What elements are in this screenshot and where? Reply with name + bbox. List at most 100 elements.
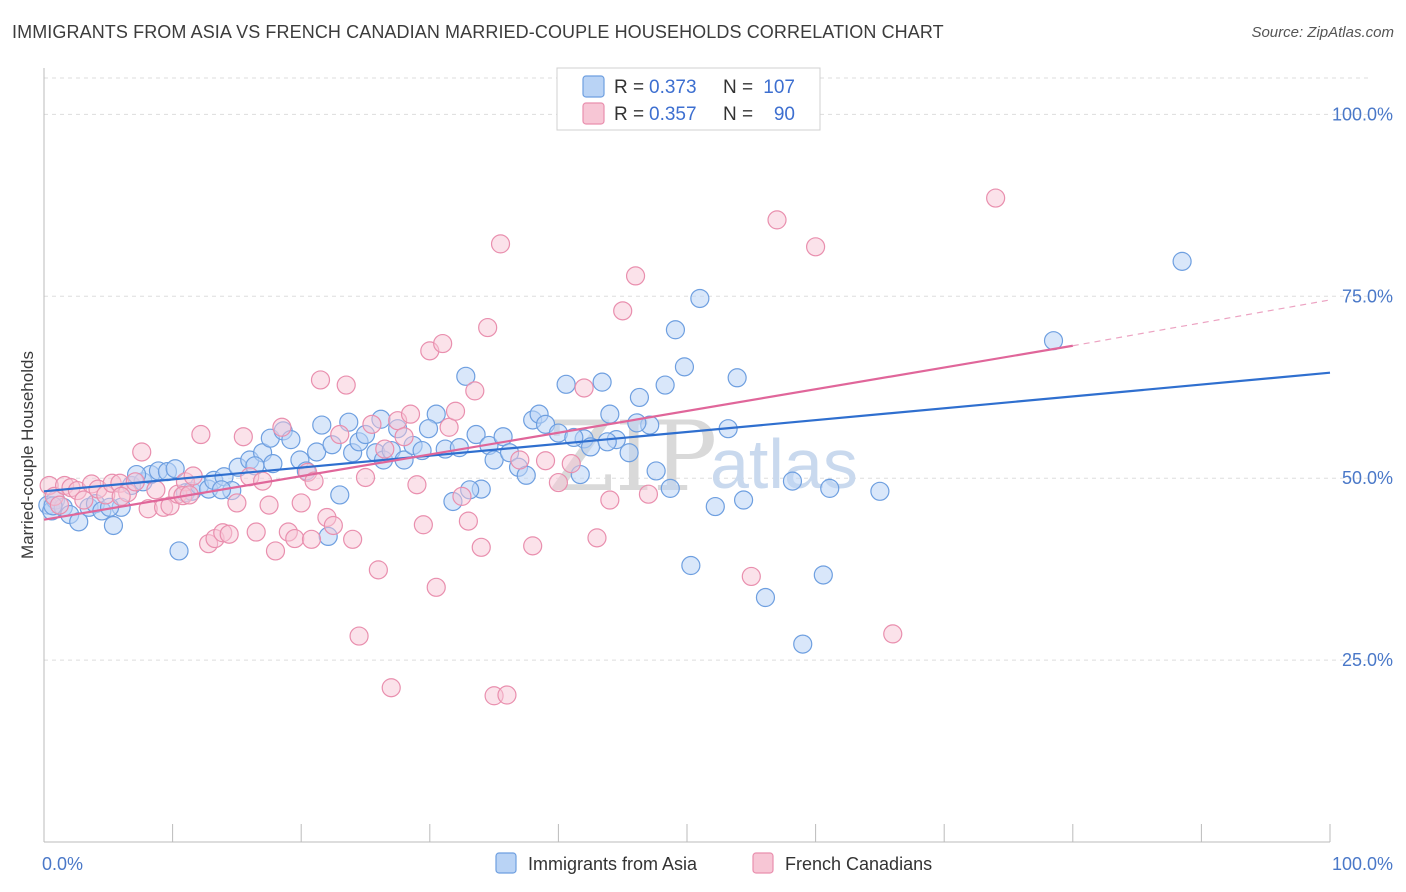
french-point [535, 451, 556, 471]
bottom-legend-swatch-french [752, 852, 774, 874]
french-point [132, 442, 152, 462]
french-point [291, 493, 311, 513]
french-point [613, 301, 633, 321]
french-point [146, 480, 166, 500]
trend-lines [43, 299, 1331, 521]
french-point [355, 467, 376, 488]
legend-n-label-2: N = [723, 104, 753, 125]
french-point [381, 678, 401, 698]
french-point [336, 375, 356, 395]
french-point [259, 495, 279, 515]
french-point [394, 427, 414, 447]
asia-point [782, 471, 803, 491]
asia-point [418, 419, 439, 439]
bottom-legend-label-asia: Immigrants from Asia [528, 854, 698, 874]
asia-point [690, 288, 710, 309]
asia-point [600, 404, 620, 424]
french-point [368, 560, 388, 580]
bottom-legend: Immigrants from Asia French Canadians [495, 852, 932, 874]
french-point [523, 536, 543, 556]
french-point [741, 566, 761, 587]
asia-point [484, 450, 504, 470]
asia-point [755, 587, 776, 608]
french-point [301, 529, 322, 549]
y-tick-label-25: 25.0% [1342, 650, 1393, 670]
french-point [191, 424, 211, 445]
french-point [285, 528, 305, 549]
asia-point [733, 490, 754, 510]
french-point [413, 515, 433, 535]
french-point [638, 484, 659, 504]
legend-r-label-1: R = [614, 77, 644, 98]
x-tick-right: 100.0% [1332, 854, 1393, 874]
french-point [458, 511, 478, 531]
axes [43, 68, 1331, 843]
asia-point [103, 515, 124, 536]
french-point [600, 490, 620, 510]
french-point [330, 424, 350, 445]
french-point [375, 439, 395, 459]
asia-point [330, 485, 350, 505]
y-axis-label: Married-couple Households [18, 351, 37, 559]
french-point [497, 685, 517, 705]
grid-lines [44, 77, 1370, 661]
asia-point [1172, 251, 1192, 271]
french-point [323, 515, 343, 536]
french-point [439, 417, 459, 437]
asia-point [820, 478, 840, 498]
legend-n-value-1: 107 [763, 77, 795, 98]
legend-r-value-1: 0.373 [649, 77, 697, 98]
french-point [426, 577, 446, 597]
legend-n-label-1: N = [723, 77, 753, 98]
asia-point [681, 555, 701, 576]
asia-point [597, 432, 617, 452]
french-point [465, 381, 485, 401]
french-point [74, 490, 94, 510]
french-point [349, 626, 369, 646]
french-point [49, 495, 70, 515]
asia-point [674, 357, 695, 377]
bottom-legend-swatch-asia [495, 852, 517, 874]
asia-point [619, 443, 639, 463]
french-point [407, 475, 427, 495]
asia-point [655, 375, 675, 395]
french-point [343, 529, 363, 549]
asia-point [813, 565, 833, 585]
trend-line-asia [43, 371, 1331, 493]
french-point [452, 486, 472, 506]
y-tick-label-75: 75.0% [1342, 286, 1393, 306]
french-point [883, 624, 903, 644]
asia-point [556, 374, 576, 394]
french-point [304, 471, 324, 491]
french-point [510, 450, 530, 470]
french-point [478, 317, 498, 338]
trend-line-french [43, 344, 1073, 521]
french-point [805, 237, 826, 257]
y-tick-label-100: 100.0% [1332, 104, 1393, 124]
legend-swatch-pink [582, 102, 605, 125]
bottom-legend-label-french: French Canadians [785, 854, 932, 874]
asia-point [870, 481, 890, 501]
french-point [574, 378, 594, 398]
asia-point [592, 372, 612, 392]
french-point [433, 333, 453, 354]
french-point [246, 522, 266, 542]
asia-point [456, 366, 476, 386]
french-point [490, 234, 511, 254]
asia-point [312, 415, 332, 435]
asia-point [165, 459, 185, 479]
y-tick-labels: 25.0% 50.0% 75.0% 100.0% [1332, 104, 1393, 670]
french-point [400, 404, 421, 424]
french-point [471, 537, 491, 557]
legend-swatch-blue [582, 75, 605, 98]
legend-n-value-2: 90 [774, 104, 795, 125]
asia-point [660, 478, 680, 498]
x-tick-left: 0.0% [42, 854, 83, 874]
chart-title: IMMIGRANTS FROM ASIA VS FRENCH CANADIAN … [12, 22, 944, 42]
french-point [587, 528, 607, 548]
asia-point [646, 461, 666, 481]
asia-point [705, 496, 725, 517]
series-french-points [39, 188, 1006, 706]
french-point [111, 486, 131, 506]
